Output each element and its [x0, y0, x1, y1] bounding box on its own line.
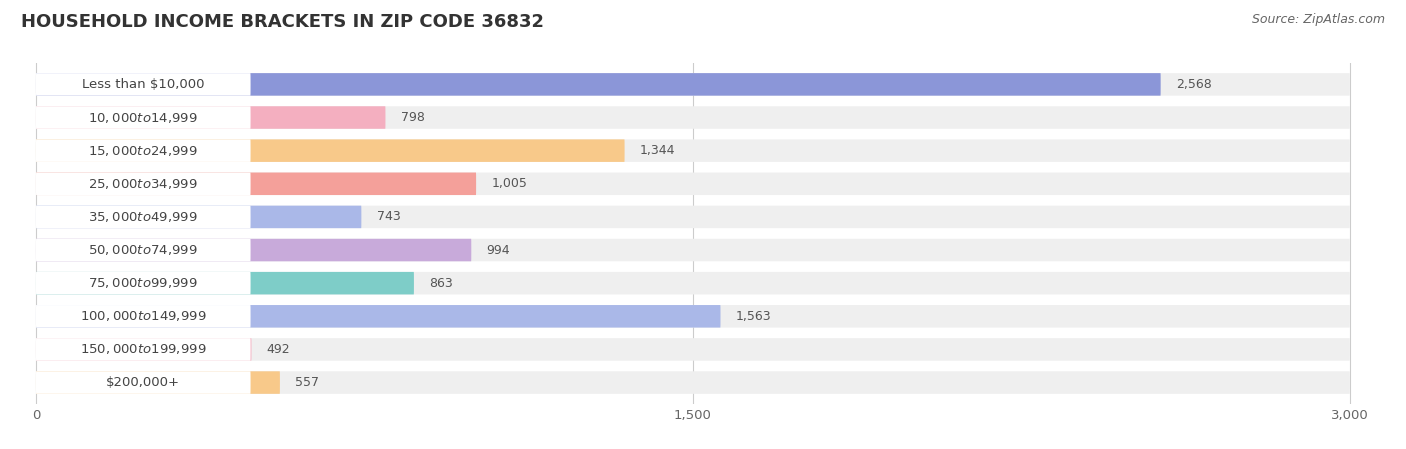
FancyBboxPatch shape [37, 239, 1350, 261]
FancyBboxPatch shape [37, 139, 624, 162]
FancyBboxPatch shape [37, 272, 1350, 295]
Text: 1,563: 1,563 [735, 310, 772, 323]
Text: 863: 863 [429, 277, 453, 290]
Text: 2,568: 2,568 [1175, 78, 1212, 91]
Text: $50,000 to $74,999: $50,000 to $74,999 [89, 243, 198, 257]
FancyBboxPatch shape [37, 338, 1350, 361]
Text: 798: 798 [401, 111, 425, 124]
Text: 743: 743 [377, 211, 401, 224]
FancyBboxPatch shape [37, 172, 1350, 195]
FancyBboxPatch shape [37, 106, 385, 129]
FancyBboxPatch shape [37, 272, 413, 295]
FancyBboxPatch shape [37, 206, 1350, 228]
Text: HOUSEHOLD INCOME BRACKETS IN ZIP CODE 36832: HOUSEHOLD INCOME BRACKETS IN ZIP CODE 36… [21, 13, 544, 31]
FancyBboxPatch shape [37, 106, 250, 129]
FancyBboxPatch shape [37, 239, 471, 261]
FancyBboxPatch shape [37, 172, 477, 195]
FancyBboxPatch shape [37, 206, 250, 228]
Text: $200,000+: $200,000+ [107, 376, 180, 389]
FancyBboxPatch shape [37, 305, 1350, 328]
Text: $25,000 to $34,999: $25,000 to $34,999 [89, 177, 198, 191]
Text: $75,000 to $99,999: $75,000 to $99,999 [89, 276, 198, 290]
FancyBboxPatch shape [37, 371, 280, 394]
FancyBboxPatch shape [37, 239, 250, 261]
Text: $100,000 to $149,999: $100,000 to $149,999 [80, 309, 207, 323]
Text: 1,005: 1,005 [492, 177, 527, 190]
Text: $150,000 to $199,999: $150,000 to $199,999 [80, 343, 207, 357]
Text: $10,000 to $14,999: $10,000 to $14,999 [89, 110, 198, 124]
FancyBboxPatch shape [37, 206, 361, 228]
Text: Source: ZipAtlas.com: Source: ZipAtlas.com [1251, 13, 1385, 26]
FancyBboxPatch shape [37, 371, 250, 394]
FancyBboxPatch shape [37, 73, 1161, 96]
Text: $15,000 to $24,999: $15,000 to $24,999 [89, 144, 198, 158]
Text: 492: 492 [267, 343, 291, 356]
FancyBboxPatch shape [37, 139, 1350, 162]
Text: Less than $10,000: Less than $10,000 [82, 78, 204, 91]
FancyBboxPatch shape [37, 106, 1350, 129]
FancyBboxPatch shape [37, 272, 250, 295]
FancyBboxPatch shape [37, 139, 250, 162]
FancyBboxPatch shape [37, 338, 250, 361]
FancyBboxPatch shape [37, 305, 250, 328]
FancyBboxPatch shape [37, 371, 1350, 394]
Text: 557: 557 [295, 376, 319, 389]
FancyBboxPatch shape [37, 73, 1350, 96]
FancyBboxPatch shape [37, 73, 250, 96]
FancyBboxPatch shape [37, 305, 720, 328]
FancyBboxPatch shape [37, 172, 250, 195]
Text: 994: 994 [486, 243, 510, 256]
FancyBboxPatch shape [37, 338, 252, 361]
Text: $35,000 to $49,999: $35,000 to $49,999 [89, 210, 198, 224]
Text: 1,344: 1,344 [640, 144, 675, 157]
